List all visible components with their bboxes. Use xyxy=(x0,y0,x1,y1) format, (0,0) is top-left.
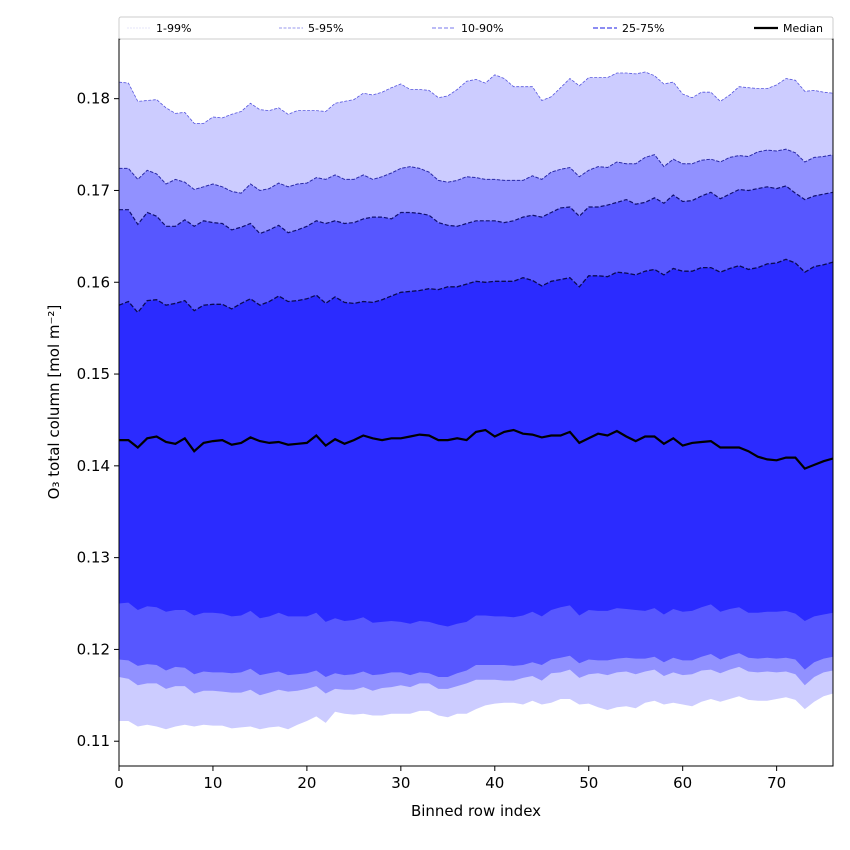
y-tick-label: 0.15 xyxy=(77,365,110,383)
legend-label: 10-90% xyxy=(461,22,503,35)
x-tick-label: 70 xyxy=(767,774,786,792)
y-tick-label: 0.12 xyxy=(77,640,110,658)
legend-frame xyxy=(118,16,834,40)
y-tick-label: 0.13 xyxy=(77,549,110,567)
line-p90 xyxy=(119,185,834,235)
x-axis: 0 10 20 30 40 50 60 70 xyxy=(114,766,786,792)
y-tick-label: 0.18 xyxy=(77,90,110,108)
x-tick-label: 40 xyxy=(485,774,504,792)
x-tick-label: 0 xyxy=(114,774,124,792)
y-tick-label: 0.11 xyxy=(77,732,110,750)
x-tick-label: 10 xyxy=(203,774,222,792)
x-axis-label: Binned row index xyxy=(411,802,541,820)
y-axis: 0.11 0.12 0.13 0.14 0.15 0.16 0.17 0.18 xyxy=(77,90,119,750)
legend-label: 1-99% xyxy=(156,22,191,35)
legend-label: 5-95% xyxy=(308,22,343,35)
y-tick-label: 0.16 xyxy=(77,273,110,291)
x-tick-label: 30 xyxy=(391,774,410,792)
line-p95 xyxy=(119,148,834,194)
line-median xyxy=(119,428,834,470)
lines-layer xyxy=(118,71,834,470)
band-25-75 xyxy=(119,259,833,627)
x-tick-label: 60 xyxy=(673,774,692,792)
y-tick-label: 0.14 xyxy=(77,457,110,475)
legend-label: 25-75% xyxy=(622,22,664,35)
y-tick-label: 0.17 xyxy=(77,181,110,199)
line-p99 xyxy=(118,71,834,124)
y-axis-label: O₃ total column [mol m⁻²] xyxy=(45,305,63,500)
x-tick-label: 50 xyxy=(579,774,598,792)
x-tick-label: 20 xyxy=(297,774,316,792)
line-p75 xyxy=(118,258,834,314)
bands-layer xyxy=(119,72,833,730)
legend-label: Median xyxy=(783,22,823,35)
legend: 1-99% 5-95% 10-90% 25-75% Median xyxy=(118,16,834,40)
